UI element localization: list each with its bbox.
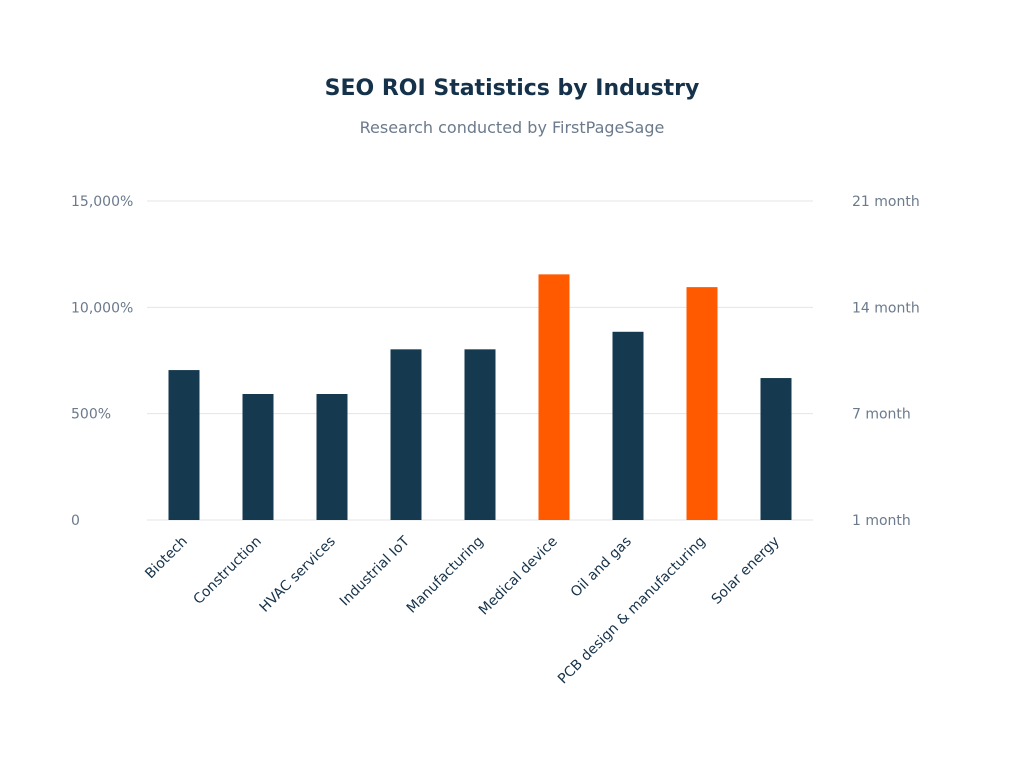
highlighted-bar — [686, 287, 718, 520]
bar — [464, 349, 496, 520]
x-tick-label: Biotech — [142, 534, 191, 583]
bar — [168, 370, 200, 520]
bar — [390, 349, 422, 520]
bar — [242, 393, 274, 520]
x-tick-label: Solar energy — [709, 534, 783, 608]
x-tick-label: Medical device — [476, 534, 561, 619]
x-tick-label: HVAC services — [257, 534, 339, 616]
x-tick-label: PCB design & manufacturing — [555, 534, 709, 688]
highlighted-bar — [538, 274, 570, 520]
bar — [316, 393, 348, 520]
x-tick-label: Oil and gas — [568, 534, 635, 601]
y-right-tick-label: 7 month — [852, 407, 911, 423]
chart-subtitle: Research conducted by FirstPageSage — [359, 118, 665, 137]
y-left-tick-label: 15,000% — [71, 194, 133, 210]
x-tick-label: Industrial IoT — [337, 533, 413, 609]
x-tick-label: Construction — [190, 534, 264, 608]
chart-title: SEO ROI Statistics by Industry — [324, 76, 700, 101]
x-tick-label: Manufacturing — [404, 534, 487, 617]
bar — [612, 331, 644, 520]
y-right-tick-label: 14 month — [852, 300, 920, 316]
y-left-tick-label: 0 — [71, 513, 80, 529]
y-right-tick-label: 1 month — [852, 513, 911, 529]
y-left-tick-label: 500% — [71, 407, 111, 423]
bar — [760, 378, 792, 520]
y-right-tick-label: 21 month — [852, 194, 920, 210]
y-left-tick-label: 10,000% — [71, 300, 133, 316]
